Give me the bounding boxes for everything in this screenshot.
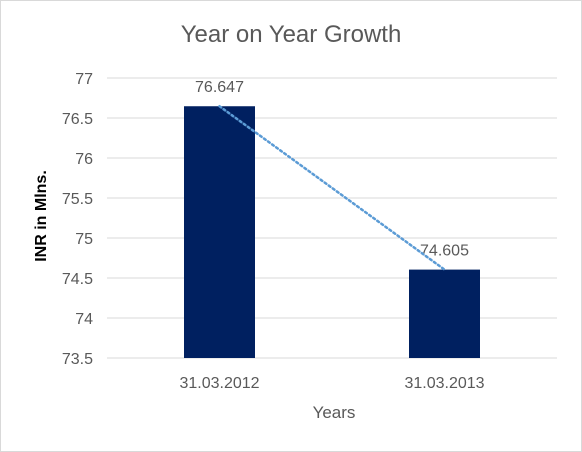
y-axis-label: INR in Mlns. [33,170,50,262]
bar [184,106,255,359]
data-label: 76.647 [195,79,244,96]
x-axis-label: Years [312,403,356,422]
y-tick-label: 74 [75,311,93,328]
chart-title: Year on Year Growth [180,21,402,48]
y-tick-label: 75 [75,231,93,248]
y-tick-label: 74.5 [62,271,93,288]
data-label: 74.605 [420,243,469,260]
bar [409,269,480,358]
x-tick-label: 31.03.2012 [179,375,259,392]
y-tick-label: 77 [75,71,93,88]
trendline [218,104,446,271]
y-tick-label: 75.5 [62,191,93,208]
y-tick-label: 76.5 [62,111,93,128]
x-tick-label: 31.03.2013 [404,375,484,392]
y-tick-label: 73.5 [62,351,93,368]
y-tick-label: 76 [75,151,93,168]
